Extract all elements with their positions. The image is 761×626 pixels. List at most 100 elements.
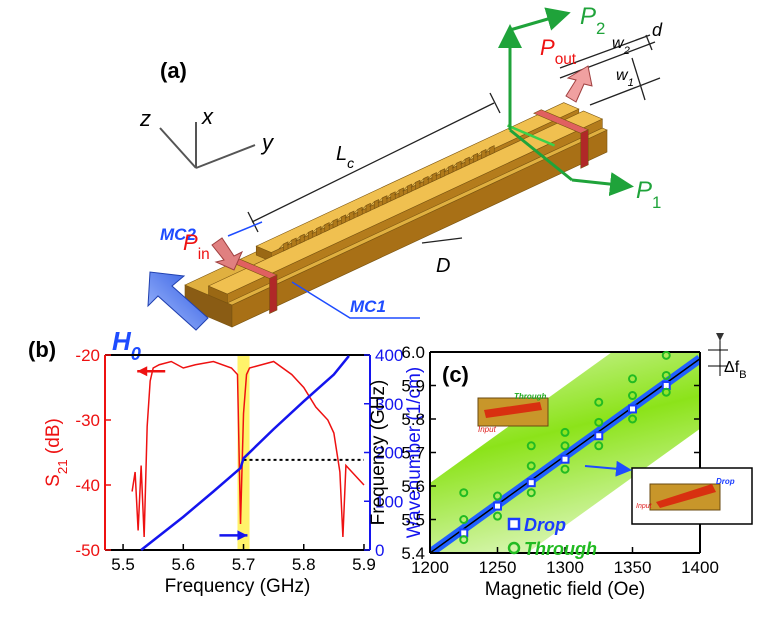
port2-label: P2 [580, 3, 605, 38]
x-tick-label: 5.6 [171, 555, 195, 574]
y-title-sub: 21 [55, 459, 70, 474]
through-point [661, 370, 671, 380]
comb-tooth-face [373, 199, 380, 210]
coupler1-side [227, 118, 603, 304]
comb-tooth-face [291, 237, 297, 248]
through-point [493, 491, 502, 501]
panel-label: (c) [442, 362, 469, 387]
axis-y-arrow [195, 144, 256, 169]
x-tick-label: 1300 [546, 558, 584, 577]
through-point [594, 441, 604, 451]
comb-tooth-face [283, 241, 289, 252]
y-tick-label: -40 [75, 476, 100, 495]
y2-tick-label: 0 [375, 541, 384, 560]
axes-triad [159, 122, 256, 169]
field-label: H0 [112, 326, 141, 364]
comb-tooth-face [332, 218, 338, 229]
x-tick-label: 5.7 [232, 555, 256, 574]
coupler2-label: MC2 [160, 225, 196, 244]
legend-label: Drop [524, 515, 566, 535]
axis-y-label: y [260, 130, 275, 155]
series-line [140, 355, 350, 551]
panel-label: (a) [160, 58, 187, 83]
through-point [459, 535, 469, 545]
band-side [580, 129, 589, 169]
dimension-lines [247, 34, 661, 244]
drop-point [628, 404, 637, 414]
x-tick-label: 5.8 [292, 555, 316, 574]
y-tick-label: 5.5 [401, 511, 425, 530]
inset-pointer [584, 460, 632, 477]
device [184, 102, 608, 328]
axis-z-arrow [159, 127, 197, 169]
comb-tooth-face [481, 149, 487, 160]
y-axis-title: Frequency (GHz) [368, 380, 389, 526]
comb-tooth-face [415, 179, 421, 190]
output-arrow [565, 65, 593, 103]
chart-b: 5.5 5.6 5.7 5.8 5.9 -50 -40 -30 -20 0 100 200 300 400… [28, 337, 425, 597]
through-point [560, 464, 570, 474]
y2-tick-label: 300 [375, 395, 403, 414]
crossing-line [507, 124, 555, 147]
through-point [628, 374, 637, 384]
legend-marker [507, 541, 521, 555]
comb-tooth-face [307, 229, 314, 240]
comb-tooth-face [456, 160, 462, 171]
through-point [526, 488, 536, 498]
through-point [560, 427, 570, 437]
port1-label: P1 [636, 177, 661, 212]
x-tick-label: 5.5 [111, 555, 135, 574]
y-title-unit: (dB) [43, 418, 64, 459]
comb-tooth-face [382, 195, 388, 206]
x-tick-label: 5.9 [352, 555, 376, 574]
length-label: Lc [336, 143, 354, 171]
comb-tooth-face [448, 164, 454, 175]
inset-through-beam [484, 402, 542, 418]
width1-label: w1 [616, 67, 634, 89]
comb-tooth-face [439, 168, 446, 179]
through-point [526, 461, 536, 471]
drop-point [594, 431, 604, 441]
comb-tooth-face [357, 206, 363, 217]
comb-tooth-face [316, 226, 322, 237]
through-point [661, 350, 671, 360]
y2-tick-label: 400 [375, 346, 403, 365]
slab-side [231, 129, 608, 328]
through-point [628, 391, 637, 401]
annotation-arrowhead [237, 530, 248, 541]
drop-point [560, 454, 570, 464]
y-tick-label: 5.6 [401, 477, 425, 496]
y-title-main: S [43, 474, 64, 487]
comb-tooth-face [390, 191, 396, 202]
x-tick-label: 1250 [479, 558, 517, 577]
y-tick-label: -20 [75, 346, 100, 365]
coupler2-top [255, 102, 580, 253]
comb-tooth-face [406, 183, 413, 194]
series-line [131, 360, 365, 538]
through-point [560, 441, 570, 451]
input-arrow [211, 237, 244, 271]
bandwidth-sub: B [739, 369, 746, 381]
coupler1-pointer [291, 281, 420, 319]
inset-label: Input [478, 425, 497, 434]
x-tick-label: 1400 [681, 558, 719, 577]
y-tick-label: 5.7 [401, 444, 425, 463]
x-axis-title: Magnetic field (Oe) [485, 579, 646, 600]
input-label: Pin [183, 230, 210, 263]
coupler2-pointer [227, 221, 263, 237]
y-tick-label: -30 [75, 411, 100, 430]
legend-label: Through [524, 539, 597, 559]
gap-label: d [652, 20, 663, 40]
inset-drop-beam [656, 484, 716, 508]
x-tick-label: 1200 [411, 558, 449, 577]
period-label: D [436, 255, 450, 277]
inset-label: Through [514, 392, 547, 401]
x-tick-label: 1350 [614, 558, 652, 577]
y2-tick-label: 100 [375, 492, 403, 511]
through-point [594, 417, 604, 427]
x-axis-title: Frequency (GHz) [165, 576, 311, 597]
port-arrows [498, 7, 634, 197]
y-tick-label: 5.9 [401, 377, 425, 396]
comb-tooth-face [489, 145, 495, 156]
y2-axis-title: Wavenumber (1/cm) [404, 367, 425, 538]
